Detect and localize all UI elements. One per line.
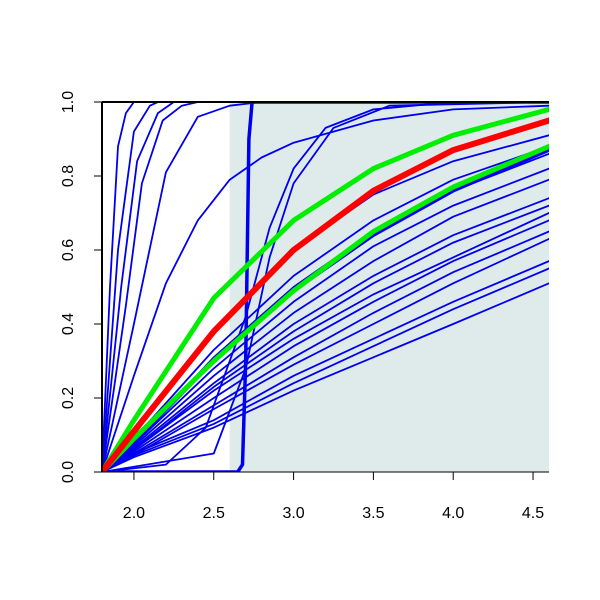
series-line-blue-5 <box>102 104 549 472</box>
series-line-blue-20 <box>102 212 549 472</box>
series-line-blue-3 <box>102 102 549 472</box>
x-tick-label-1: 2.5 <box>203 505 225 522</box>
series-line-green-25 <box>102 143 549 472</box>
y-tick-label-1: 0.2 <box>60 387 77 409</box>
series-line-blue-4 <box>102 102 549 472</box>
y-tick-label-4: 0.8 <box>60 165 77 187</box>
series-line-blue-12 <box>102 178 549 472</box>
series-line-red-26 <box>102 117 549 472</box>
series-line-blue-19 <box>102 282 549 472</box>
series-line-blue-14 <box>102 219 549 472</box>
series-line-blue-7 <box>102 102 549 472</box>
y-tick-label-2: 0.4 <box>60 313 77 335</box>
y-tick-label-5: 1.0 <box>60 91 77 113</box>
series-line-blue-step-22 <box>102 102 549 472</box>
x-axis-ticks: 2.0 2.5 3.0 3.5 4.0 4.5 <box>123 472 544 522</box>
x-tick-label-4: 4.0 <box>442 505 464 522</box>
x-tick-label-5: 4.5 <box>522 505 544 522</box>
x-tick-label-3: 3.5 <box>362 505 384 522</box>
series-line-blue-17 <box>102 260 549 472</box>
series-line-blue-1 <box>102 102 549 472</box>
series-line-green-24 <box>102 106 549 472</box>
x-tick-label-2: 3.0 <box>282 505 304 522</box>
series-layer <box>102 102 549 472</box>
series-line-blue-18 <box>102 267 549 472</box>
y-axis-ticks: 0.0 0.2 0.4 0.6 0.8 1.0 <box>60 91 102 483</box>
series-line-blue-0 <box>102 102 549 472</box>
series-line-blue-21 <box>102 197 549 472</box>
x-tick-label-0: 2.0 <box>123 505 145 522</box>
y-tick-label-0: 0.0 <box>60 461 77 483</box>
y-tick-label-3: 0.6 <box>60 239 77 261</box>
series-line-blue-2 <box>102 102 549 472</box>
